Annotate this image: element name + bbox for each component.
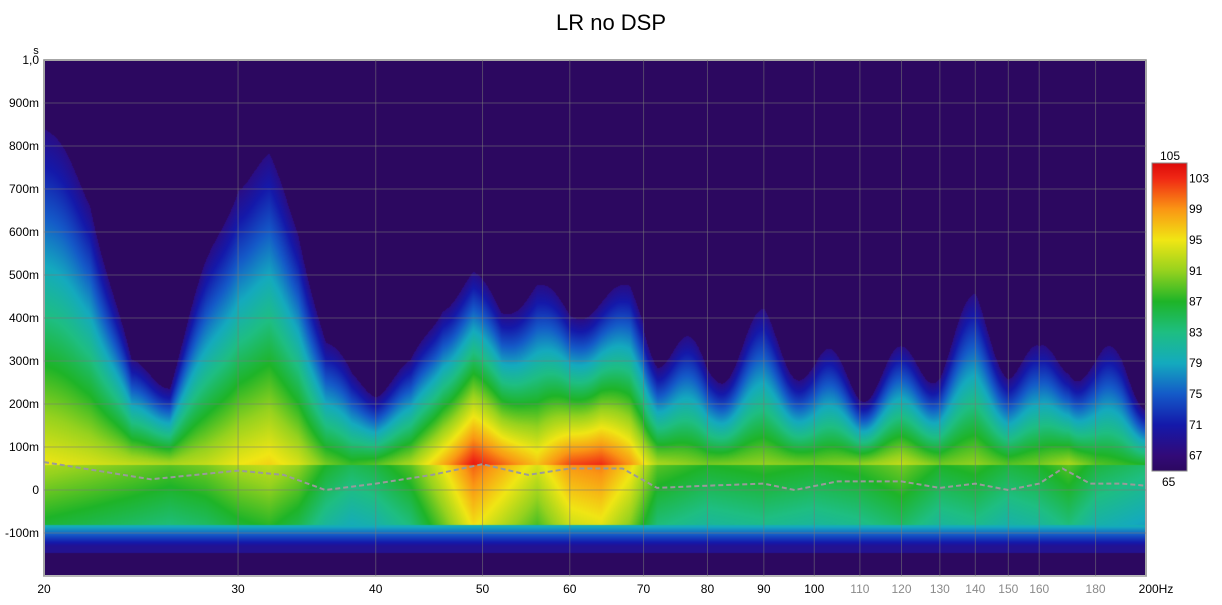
- x-tick-label: 30: [231, 582, 245, 596]
- x-tick-label: 60: [563, 582, 577, 596]
- x-tick-label: 90: [757, 582, 771, 596]
- y-tick-label: 1,0: [22, 53, 39, 67]
- y-tick-label: 300m: [9, 354, 39, 368]
- x-tick-label: 130: [930, 582, 950, 596]
- y-tick-label: 500m: [9, 268, 39, 282]
- x-tick-label: 140: [965, 582, 985, 596]
- y-tick-label: 200m: [9, 397, 39, 411]
- colorbar-label: 87: [1189, 295, 1203, 309]
- x-tick-label: 70: [637, 582, 651, 596]
- x-tick-label: 160: [1029, 582, 1049, 596]
- colorbar-label: 79: [1189, 356, 1203, 370]
- colorbar-label: 99: [1189, 202, 1203, 216]
- peak-time-dashed-line: [43, 461, 1147, 492]
- x-tick-label: 80: [701, 582, 715, 596]
- x-tick-label: 180: [1086, 582, 1106, 596]
- colorbar-label: 95: [1189, 233, 1203, 247]
- peak-time-line: [43, 461, 1147, 492]
- colorbar-gradient: [1151, 162, 1188, 472]
- y-tick-label: -100m: [5, 526, 39, 540]
- x-tick-label: 120: [892, 582, 912, 596]
- y-axis-unit: s: [33, 45, 39, 57]
- chart-title: LR no DSP: [556, 10, 666, 35]
- x-tick-label: 200Hz: [1139, 582, 1174, 596]
- y-tick-label: 800m: [9, 139, 39, 153]
- colorbar-label: 71: [1189, 418, 1203, 432]
- colorbar-label: 75: [1189, 387, 1203, 401]
- x-axis-ticks: 20 30 40 50 60 70 80 90 100 110 120 130 140 150 160 180…: [37, 582, 1173, 596]
- x-tick-label: 150: [998, 582, 1018, 596]
- colorbar-label: 103: [1189, 171, 1209, 185]
- colorbar-label: 65: [1162, 475, 1176, 489]
- colorbar-label: 67: [1189, 449, 1203, 463]
- x-tick-label: 100: [804, 582, 824, 596]
- grid-lines: [43, 59, 1147, 576]
- x-tick-label: 40: [369, 582, 383, 596]
- x-tick-label: 110: [850, 582, 869, 596]
- x-tick-label: 20: [37, 582, 51, 596]
- colorbar-legend: 105 103 99 95 91 87 83 79 75 71 67 65: [1151, 149, 1209, 489]
- y-tick-label: 400m: [9, 311, 39, 325]
- y-tick-label: 700m: [9, 182, 39, 196]
- x-tick-label: 50: [476, 582, 490, 596]
- y-tick-label: 900m: [9, 96, 39, 110]
- y-tick-label: 0: [32, 483, 39, 497]
- y-tick-label: 100m: [9, 440, 39, 454]
- colorbar-label: 83: [1189, 325, 1203, 339]
- y-tick-label: 600m: [9, 225, 39, 239]
- colorbar-label: 105: [1160, 149, 1180, 163]
- colorbar-label: 91: [1189, 264, 1203, 278]
- y-axis-ticks: 1,0 900m 800m 700m 600m 500m 400m 300m 200m 100m 0…: [5, 53, 39, 540]
